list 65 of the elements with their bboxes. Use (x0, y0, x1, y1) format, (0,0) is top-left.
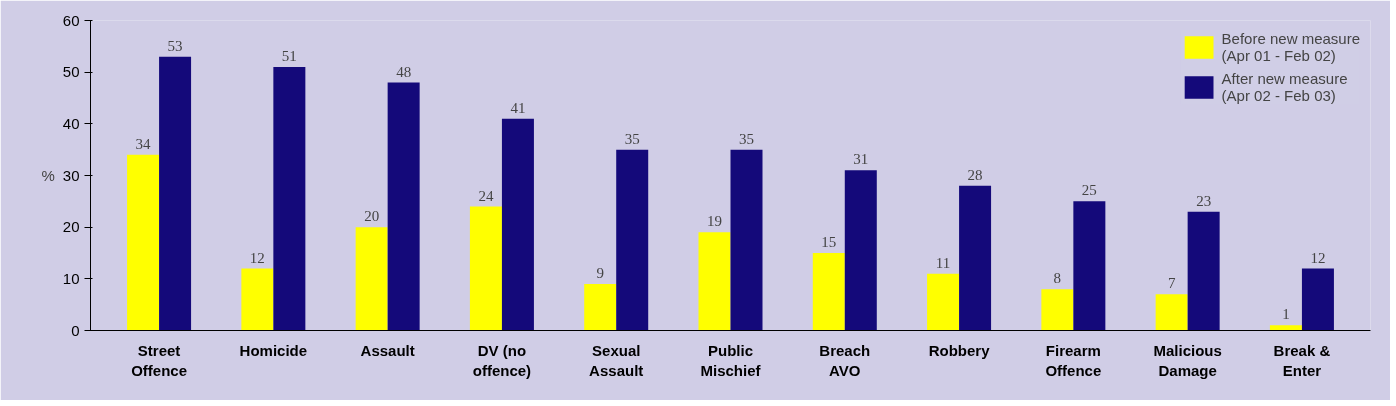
legend-label: After new measure (Apr 02 - Feb 03) (1221, 70, 1348, 104)
x-tick-label: Malicious Damage (1153, 341, 1222, 379)
x-tick-label: Street Offence (131, 341, 188, 379)
data-label: 11 (935, 254, 951, 271)
bar (355, 227, 388, 331)
data-label: 19 (707, 213, 722, 230)
data-label: 31 (853, 151, 869, 168)
x-tick-label: Homicide (239, 341, 308, 359)
x-tick-label: Firearm Offence (1045, 341, 1102, 379)
bar (1301, 268, 1334, 331)
data-label: 20 (364, 208, 380, 225)
data-label: 41 (510, 99, 526, 116)
x-tick-label: DV (no offence) (472, 341, 532, 379)
data-label: 53 (167, 37, 183, 54)
data-label: 12 (249, 249, 265, 266)
bar (1155, 294, 1188, 331)
x-tick-label: Break & Enter (1273, 341, 1331, 379)
y-tick-label: 50 (62, 63, 80, 81)
x-tick-label: Breach AVO (819, 341, 871, 379)
bar (584, 284, 617, 331)
bar (273, 67, 306, 331)
x-tick-label: Robbery (928, 341, 991, 359)
data-label: 48 (396, 63, 412, 80)
bar (1187, 211, 1220, 331)
data-label: 9 (596, 265, 604, 281)
bar (241, 268, 274, 331)
data-label: 15 (821, 234, 837, 250)
x-tick-label: Sexual Assault (589, 341, 644, 379)
legend-label: Before new measure (Apr 01 - Feb 02) (1221, 30, 1360, 64)
bar (812, 253, 845, 331)
bar (927, 273, 960, 331)
y-tick-label: 20 (62, 218, 80, 236)
data-label: 1 (1282, 306, 1290, 323)
bar (1269, 325, 1302, 331)
x-tick-label: Assault (360, 341, 415, 359)
data-label: 25 (1081, 182, 1097, 199)
data-label: 35 (739, 130, 754, 147)
bar (127, 154, 160, 331)
y-tick-label: 0 (71, 321, 80, 339)
y-tick-label: 40 (62, 114, 80, 132)
bar (616, 149, 649, 331)
bar (159, 56, 192, 331)
bar (1073, 201, 1106, 331)
data-label: 8 (1053, 270, 1062, 287)
data-label: 34 (135, 135, 152, 152)
bar (730, 149, 763, 331)
bar (698, 232, 731, 331)
bar (959, 185, 992, 331)
y-tick-label: 30 (62, 166, 80, 184)
bar (387, 82, 420, 331)
data-label: 28 (967, 166, 983, 183)
data-label: 51 (281, 48, 297, 64)
y-tick-label: 10 (62, 269, 80, 287)
bar (469, 206, 502, 331)
bar (844, 170, 877, 331)
x-tick-label: Public Mischief (700, 341, 762, 379)
data-label: 23 (1196, 192, 1212, 209)
data-label: 24 (478, 187, 494, 204)
data-label: 35 (624, 130, 640, 147)
y-axis-title: % (41, 167, 55, 184)
bar (501, 118, 534, 331)
bar (1041, 289, 1074, 331)
data-label: 12 (1310, 249, 1326, 266)
y-tick-label: 60 (62, 11, 80, 29)
data-label: 7 (1167, 275, 1176, 292)
